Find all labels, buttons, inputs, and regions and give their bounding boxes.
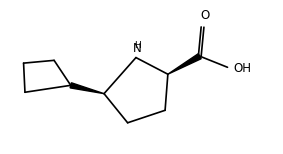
Text: N: N: [133, 42, 142, 55]
Polygon shape: [70, 83, 104, 94]
Text: O: O: [200, 9, 209, 22]
Text: OH: OH: [234, 62, 252, 75]
Polygon shape: [168, 54, 201, 74]
Text: H: H: [134, 41, 141, 50]
